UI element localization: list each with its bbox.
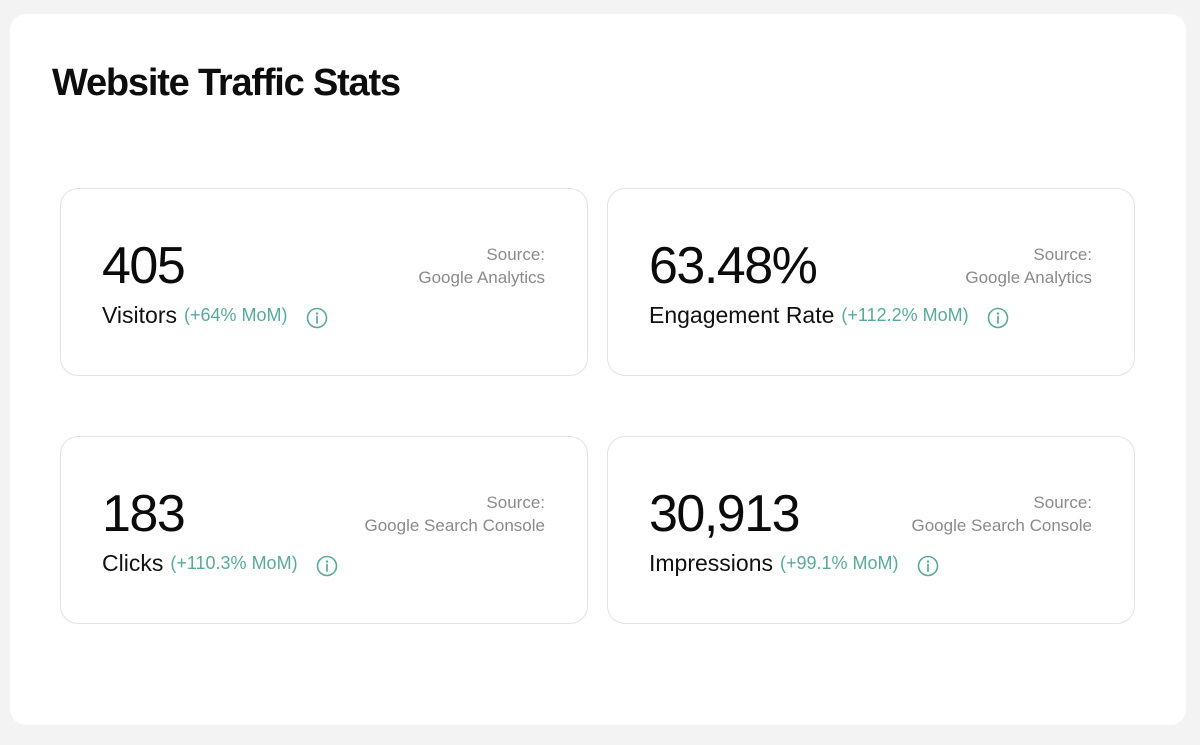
info-icon[interactable]: [306, 307, 328, 329]
stat-label: Clicks: [102, 550, 164, 576]
stat-label-row: Engagement Rate (+112.2% MoM): [649, 302, 1009, 329]
info-icon[interactable]: [917, 555, 939, 577]
source-label: Source:: [486, 493, 545, 512]
source-label: Source:: [1033, 493, 1092, 512]
source-name: Google Search Console: [364, 516, 545, 535]
stat-label: Engagement Rate: [649, 302, 835, 328]
traffic-stats-panel: Website Traffic Stats 405 Visitors (+64%…: [10, 14, 1186, 725]
stat-label-row: Clicks (+110.3% MoM): [102, 550, 338, 577]
stat-source: Source: Google Search Console: [364, 491, 545, 537]
stat-value: 30,913: [649, 485, 801, 543]
source-name: Google Search Console: [911, 516, 1092, 535]
stat-change: (+110.3% MoM): [170, 553, 298, 573]
stat-value: 183: [102, 485, 186, 543]
stat-card-visitors: 405 Visitors (+64% MoM) Source: Google A…: [60, 188, 588, 376]
stat-value: 405: [102, 237, 186, 295]
stat-change: (+112.2% MoM): [841, 305, 969, 325]
info-icon[interactable]: [987, 307, 1009, 329]
stat-card-impressions: 30,913 Impressions (+99.1% MoM) Source: …: [607, 436, 1135, 624]
stat-source: Source: Google Analytics: [965, 243, 1092, 289]
stat-card-clicks: 183 Clicks (+110.3% MoM) Source: Google …: [60, 436, 588, 624]
stat-card-engagement-rate: 63.48% Engagement Rate (+112.2% MoM) Sou…: [607, 188, 1135, 376]
stat-label: Visitors: [102, 302, 177, 328]
info-icon[interactable]: [316, 555, 338, 577]
stat-value: 63.48%: [649, 237, 818, 295]
source-label: Source:: [486, 245, 545, 264]
stat-label-row: Visitors (+64% MoM): [102, 302, 328, 329]
stat-change: (+64% MoM): [184, 305, 288, 325]
stat-source: Source: Google Search Console: [911, 491, 1092, 537]
stat-label: Impressions: [649, 550, 773, 576]
stat-source: Source: Google Analytics: [418, 243, 545, 289]
source-label: Source:: [1033, 245, 1092, 264]
source-name: Google Analytics: [418, 268, 545, 287]
stat-change: (+99.1% MoM): [779, 553, 899, 573]
source-name: Google Analytics: [965, 268, 1092, 287]
page-title: Website Traffic Stats: [52, 62, 401, 104]
stat-label-row: Impressions (+99.1% MoM): [649, 550, 939, 577]
